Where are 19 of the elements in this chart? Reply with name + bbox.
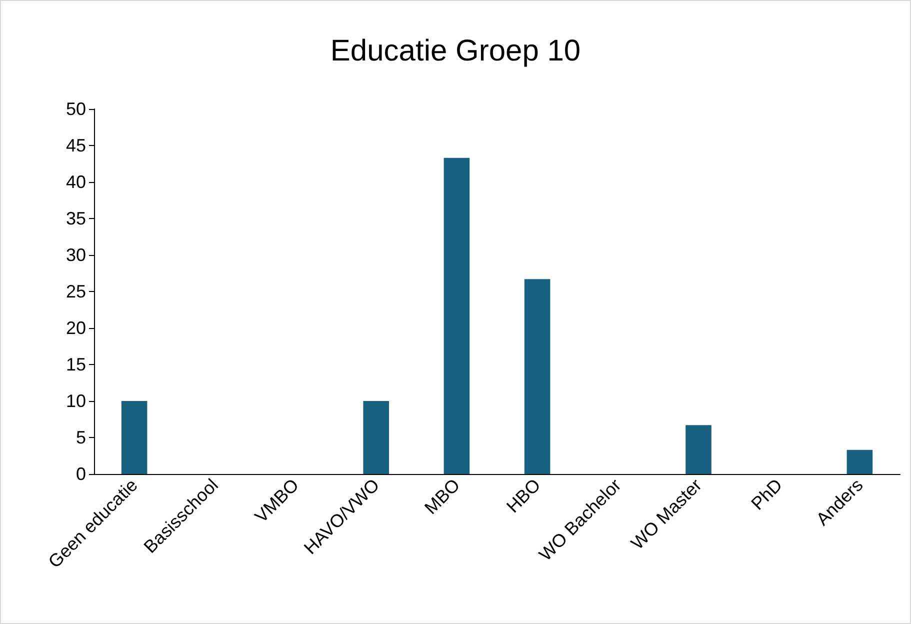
y-tick-label: 5: [76, 428, 86, 448]
y-tick-label: 40: [66, 172, 86, 192]
chart-title: Educatie Groep 10: [330, 34, 581, 68]
x-tick-label: PhD: [747, 474, 786, 514]
y-tick-label: 15: [66, 354, 86, 374]
bar: [686, 425, 712, 474]
bar: [121, 401, 148, 474]
y-tick-label: 25: [66, 282, 86, 302]
y-tick-label: 30: [66, 245, 86, 265]
bar: [363, 401, 389, 474]
y-tick-label: 50: [66, 99, 86, 119]
y-tick-label: 0: [76, 464, 86, 484]
bar: [846, 450, 873, 474]
y-tick-label: 20: [66, 318, 86, 338]
bar: [444, 158, 470, 474]
y-tick-label: 10: [66, 391, 86, 411]
y-tick-label: 35: [66, 208, 86, 228]
bar: [524, 279, 550, 474]
y-tick-label: 45: [66, 136, 86, 156]
